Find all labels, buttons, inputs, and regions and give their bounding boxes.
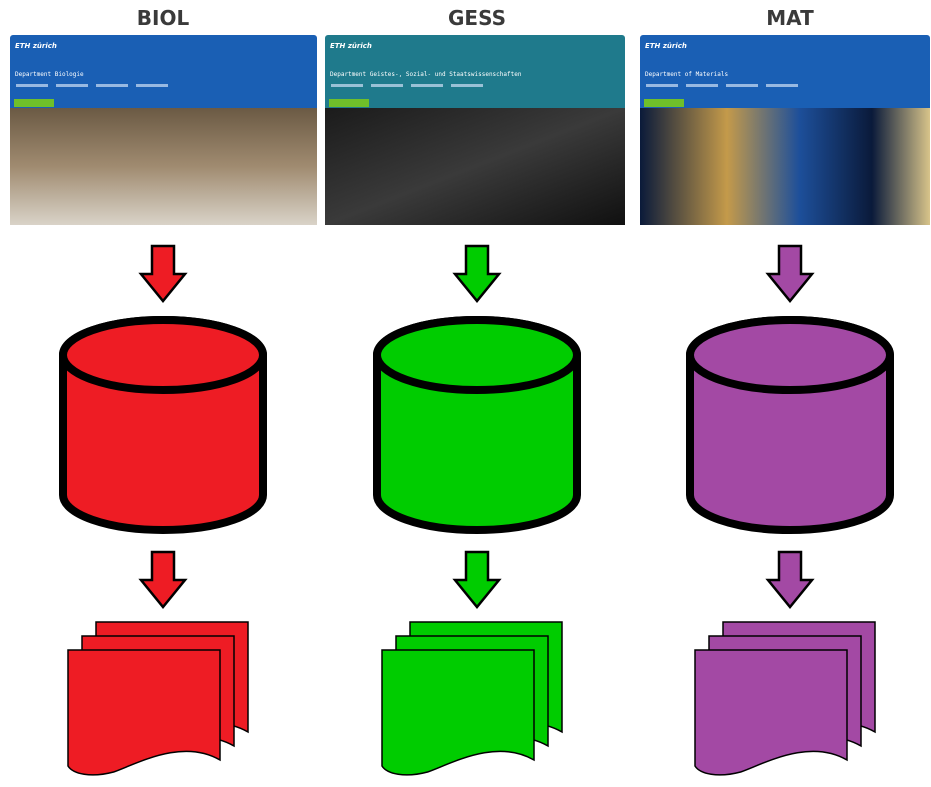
arrow xyxy=(455,552,499,607)
cylinder-top xyxy=(377,320,577,390)
website-screenshot: ETH zürich Department of Materials xyxy=(640,35,930,225)
screenshot-photo xyxy=(640,108,930,225)
nav-item xyxy=(686,84,718,87)
screenshot-heading: Department of Materials xyxy=(645,71,728,78)
arrow xyxy=(768,246,812,301)
screenshot-logo: ETH zürich xyxy=(15,42,57,50)
nav-item xyxy=(646,84,678,87)
arrow xyxy=(455,246,499,301)
diagram: BIOL ETH zürich Department Biologie GESS ETH… xyxy=(0,0,931,787)
screenshot-badge xyxy=(14,99,54,107)
nav-item xyxy=(136,84,168,87)
website-screenshot: ETH zürich Department Biologie xyxy=(10,35,317,225)
cylinder-top xyxy=(690,320,890,390)
nav-item xyxy=(16,84,48,87)
document-sheet xyxy=(382,650,534,775)
column-title: GESS xyxy=(448,6,506,30)
nav-item xyxy=(371,84,403,87)
document-sheet xyxy=(695,650,847,775)
arrow xyxy=(141,246,185,301)
nav-item xyxy=(726,84,758,87)
nav-item xyxy=(56,84,88,87)
screenshot-logo: ETH zürich xyxy=(645,42,687,50)
nav-item xyxy=(96,84,128,87)
screenshot-logo: ETH zürich xyxy=(330,42,372,50)
nav-item xyxy=(451,84,483,87)
arrow xyxy=(141,552,185,607)
nav-item xyxy=(766,84,798,87)
screenshot-heading: Department Biologie xyxy=(15,71,84,78)
arrow xyxy=(768,552,812,607)
column-title: MAT xyxy=(766,6,814,30)
screenshot-photo xyxy=(10,108,317,225)
screenshot-badge xyxy=(644,99,684,107)
column-title: BIOL xyxy=(137,6,190,30)
nav-item xyxy=(411,84,443,87)
screenshot-photo xyxy=(325,108,625,225)
screenshot-badge xyxy=(329,99,369,107)
website-screenshot: ETH zürich Department Geistes-, Sozial- u… xyxy=(325,35,625,225)
cylinder-top xyxy=(63,320,263,390)
screenshot-heading: Department Geistes-, Sozial- und Staatsw… xyxy=(330,71,522,78)
nav-item xyxy=(331,84,363,87)
document-sheet xyxy=(68,650,220,775)
